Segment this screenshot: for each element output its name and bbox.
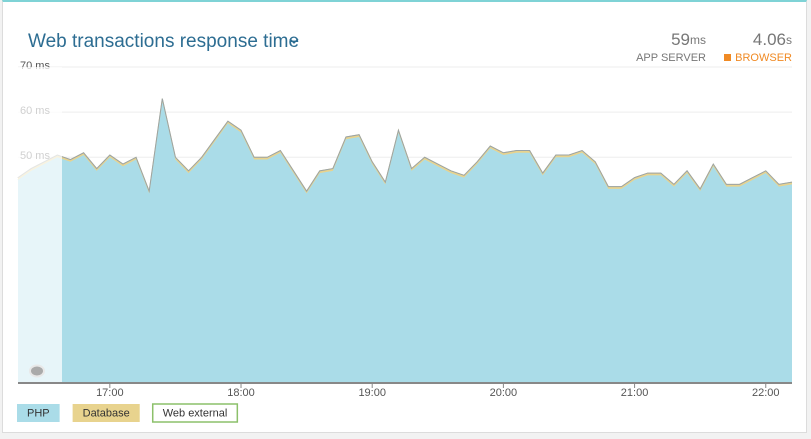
x-tick-label: 21:00 — [621, 387, 649, 399]
legend-label[interactable]: Database — [83, 407, 130, 419]
area-fill — [18, 100, 792, 383]
summary-number: 4.06 — [753, 30, 786, 49]
legend-button[interactable] — [151, 403, 239, 423]
summary-value: 4.06s — [753, 30, 792, 49]
dropdown-chevron[interactable] — [289, 38, 299, 44]
summary-swatch — [724, 54, 731, 61]
summary-unit: ms — [690, 33, 706, 47]
summary-unit: s — [786, 33, 792, 47]
history-overlay — [18, 67, 62, 383]
legend-label[interactable]: Web external — [163, 407, 228, 419]
chart-title[interactable]: Web transactions response time — [28, 31, 299, 52]
legend-label[interactable]: PHP — [27, 407, 50, 419]
x-tick-label: 22:00 — [752, 387, 780, 399]
summary-label: BROWSER — [735, 52, 792, 64]
summary-number: 59 — [671, 30, 690, 49]
legend-button[interactable] — [17, 404, 60, 422]
summary-value: 59ms — [671, 30, 706, 49]
history-icon — [29, 364, 45, 378]
x-tick-label: 20:00 — [490, 387, 518, 399]
area-fill — [18, 98, 792, 194]
summary-label: APP SERVER — [636, 52, 706, 64]
x-tick-label: 19:00 — [358, 387, 386, 399]
area-line — [17, 98, 793, 194]
legend-button[interactable] — [72, 404, 140, 422]
x-tick-label: 18:00 — [227, 387, 255, 399]
x-tick-label: 17:00 — [96, 387, 124, 399]
